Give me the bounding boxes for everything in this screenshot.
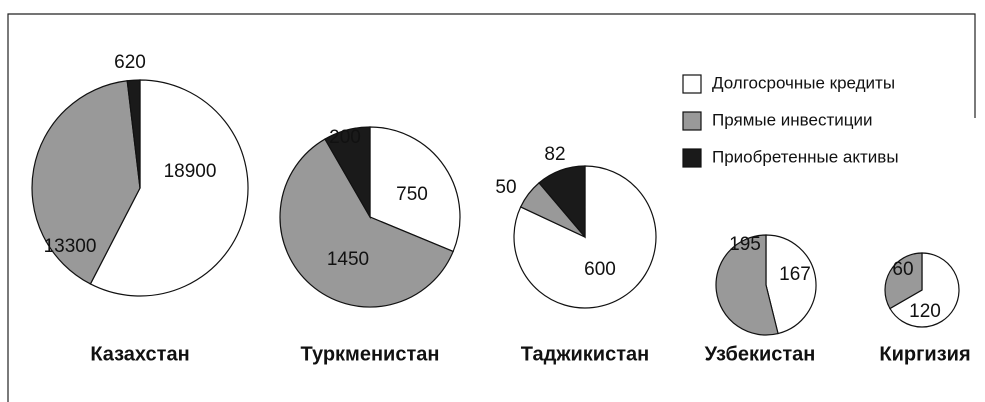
data-label: 1450 <box>327 249 369 270</box>
chart-title: Узбекистан <box>705 343 816 365</box>
pie-slice <box>884 252 923 310</box>
pie-slice <box>765 234 817 335</box>
pie-slice <box>889 252 960 328</box>
pie-slice <box>369 126 461 253</box>
data-label: 620 <box>114 52 146 73</box>
legend-swatch <box>682 148 702 168</box>
pie-slice <box>324 126 371 220</box>
data-label: 18900 <box>164 161 217 182</box>
data-label: 167 <box>779 264 811 285</box>
legend-text: Приобретенные активы <box>712 147 899 166</box>
data-label: 60 <box>892 259 913 280</box>
pie-slice <box>126 79 141 189</box>
data-label: 50 <box>495 177 516 198</box>
chart-title: Казахстан <box>90 343 189 365</box>
pie-slice <box>279 138 454 308</box>
data-label: 200 <box>329 127 361 148</box>
data-label: 120 <box>909 301 941 322</box>
data-label: 82 <box>544 144 565 165</box>
chart-title: Киргизия <box>879 343 970 365</box>
legend-swatch <box>682 74 702 94</box>
chart-title: Таджикистан <box>521 343 649 365</box>
pie-slice <box>715 234 779 336</box>
frame <box>7 13 976 402</box>
data-label: 600 <box>584 259 616 280</box>
data-label: 750 <box>396 184 428 205</box>
data-label: 13300 <box>44 236 97 257</box>
legend-text: Прямые инвестиции <box>712 110 872 129</box>
pie-slice <box>89 79 249 297</box>
data-label: 195 <box>729 234 761 255</box>
pie-slice <box>31 80 141 285</box>
legend-text: Долгосрочные кредиты <box>712 73 895 92</box>
pie-slice <box>538 165 586 239</box>
chart-title: Туркменистан <box>301 343 440 365</box>
legend-swatch <box>682 111 702 131</box>
